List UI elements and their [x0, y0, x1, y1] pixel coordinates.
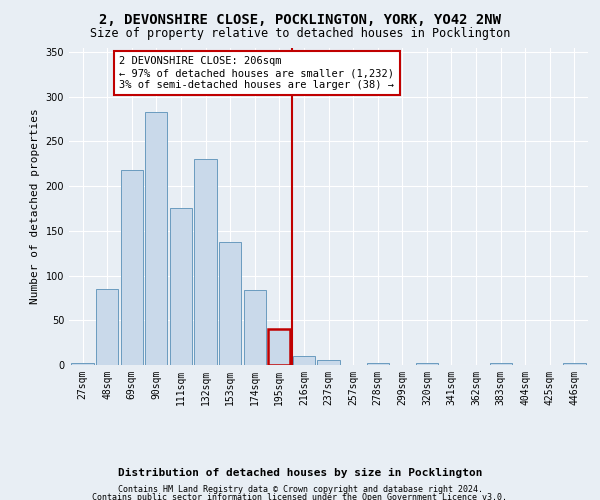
- Text: Size of property relative to detached houses in Pocklington: Size of property relative to detached ho…: [90, 28, 510, 40]
- Bar: [367, 363, 389, 365]
- Text: 2 DEVONSHIRE CLOSE: 206sqm
← 97% of detached houses are smaller (1,232)
3% of se: 2 DEVONSHIRE CLOSE: 206sqm ← 97% of deta…: [119, 56, 394, 90]
- Text: 2, DEVONSHIRE CLOSE, POCKLINGTON, YORK, YO42 2NW: 2, DEVONSHIRE CLOSE, POCKLINGTON, YORK, …: [99, 12, 501, 26]
- Bar: [317, 360, 340, 365]
- Bar: [71, 363, 94, 365]
- Bar: [416, 363, 438, 365]
- Text: Contains public sector information licensed under the Open Government Licence v3: Contains public sector information licen…: [92, 492, 508, 500]
- Bar: [490, 363, 512, 365]
- Bar: [268, 329, 290, 365]
- Bar: [170, 208, 192, 365]
- Bar: [194, 160, 217, 365]
- Bar: [121, 170, 143, 365]
- Text: Contains HM Land Registry data © Crown copyright and database right 2024.: Contains HM Land Registry data © Crown c…: [118, 485, 482, 494]
- Bar: [563, 363, 586, 365]
- Bar: [145, 112, 167, 365]
- Text: Distribution of detached houses by size in Pocklington: Distribution of detached houses by size …: [118, 468, 482, 477]
- Y-axis label: Number of detached properties: Number of detached properties: [30, 108, 40, 304]
- Bar: [244, 290, 266, 365]
- Bar: [219, 242, 241, 365]
- Bar: [96, 289, 118, 365]
- Bar: [293, 356, 315, 365]
